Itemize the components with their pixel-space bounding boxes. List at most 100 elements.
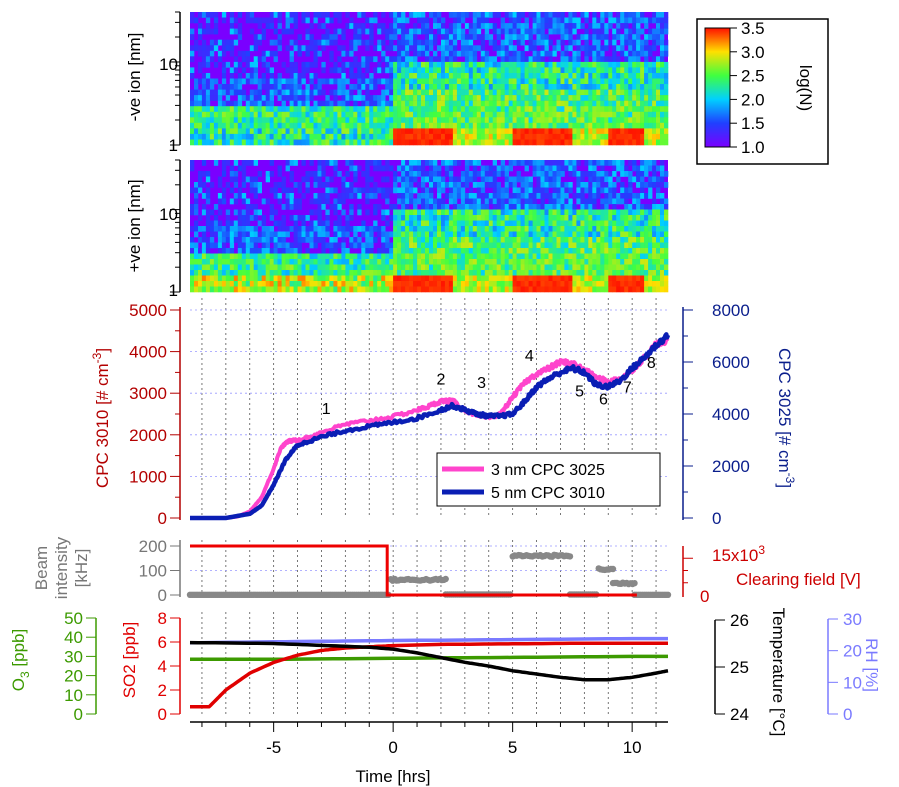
neg-ion-cell <box>337 111 342 118</box>
colorbar-tick-label: 3.5 <box>741 19 765 38</box>
pos-ion-cell <box>524 237 529 243</box>
pos-ion-cell <box>592 264 597 271</box>
neg-ion-cell <box>652 39 657 46</box>
neg-ion-cell <box>221 89 227 96</box>
pos-ion-cell <box>409 237 414 243</box>
pos-ion-cell <box>237 226 243 232</box>
neg-ion-cell <box>456 84 462 90</box>
pos-ion-cell <box>397 286 402 293</box>
pos-ion-cell <box>369 160 374 166</box>
pos-ion-cell <box>600 242 605 249</box>
pos-ion-cell <box>524 281 529 287</box>
neg-ion-cell <box>484 28 490 35</box>
neg-ion-cell <box>448 89 454 96</box>
neg-ion-cell <box>401 100 406 107</box>
cpc-event-label: 6 <box>599 391 608 408</box>
pos-ion-cell <box>233 270 239 276</box>
neg-ion-cell <box>265 100 270 107</box>
pos-ion-cell <box>421 253 426 260</box>
neg-ion-cell <box>564 84 569 90</box>
pos-ion-cell <box>540 259 545 265</box>
neg-ion-cell <box>441 34 446 40</box>
pos-ion-cell <box>393 270 398 276</box>
neg-ion-cell <box>361 12 366 18</box>
neg-ion-cell <box>401 95 406 101</box>
pos-ion-cell <box>389 165 394 172</box>
neg-ion-cell <box>456 23 462 29</box>
pos-ion-cell <box>369 187 374 194</box>
pos-ion-cell <box>321 171 326 177</box>
pos-ion-cell <box>261 242 266 249</box>
neg-ion-cell <box>437 117 442 124</box>
neg-ion-cell <box>504 39 509 46</box>
pos-ion-cell <box>413 270 418 276</box>
pos-ion-cell <box>464 286 470 293</box>
pos-ion-cell <box>620 231 625 238</box>
neg-ion-cell <box>480 50 486 57</box>
neg-ion-cell <box>636 17 641 24</box>
pos-ion-cell <box>492 226 497 232</box>
pos-ion-cell <box>624 209 629 216</box>
pos-ion-cell <box>452 259 458 265</box>
pos-ion-cell <box>265 242 270 249</box>
neg-ion-cell <box>536 95 541 101</box>
pos-ion-cell <box>564 231 569 238</box>
neg-ion-cell <box>361 61 366 68</box>
pos-ion-cell <box>213 160 219 166</box>
neg-ion-cell <box>560 106 565 112</box>
pos-ion-cell <box>572 220 577 227</box>
pos-ion-cell <box>456 237 462 243</box>
pos-ion-cell <box>441 226 446 232</box>
neg-ion-cell <box>520 84 525 90</box>
neg-ion-cell <box>448 84 454 90</box>
pos-ion-cell <box>496 281 501 287</box>
pos-ion-cell <box>648 264 653 271</box>
pos-ion-cell <box>452 187 458 194</box>
neg-ion-cell <box>393 17 398 24</box>
pos-ion-cell <box>592 253 597 260</box>
neg-ion-cell <box>564 95 569 101</box>
pos-ion-cell <box>520 187 525 194</box>
pos-ion-cell <box>464 259 470 265</box>
pos-ion-ylabel: +ve ion [nm] <box>125 179 144 272</box>
pos-ion-cell <box>584 242 589 249</box>
neg-ion-cell <box>389 111 394 118</box>
neg-ion-cell <box>488 133 494 140</box>
neg-ion-cell <box>261 28 266 35</box>
pos-ion-cell <box>313 286 318 293</box>
neg-ion-cell <box>194 100 199 107</box>
neg-ion-cell <box>640 95 645 101</box>
neg-ion-cell <box>285 23 290 29</box>
neg-ion-cell <box>409 128 414 135</box>
neg-ion-cell <box>409 12 414 18</box>
pos-ion-cell <box>524 176 529 183</box>
pos-ion-cell <box>644 165 649 172</box>
neg-ion-cell <box>273 89 278 96</box>
neg-ion-cell <box>245 12 251 18</box>
neg-ion-cell <box>405 78 410 85</box>
neg-ion-cell <box>277 111 282 118</box>
neg-ion-cell <box>556 73 561 79</box>
neg-ion-cell <box>265 61 270 68</box>
pos-ion-cell <box>365 281 370 287</box>
neg-ion-cell <box>341 34 346 40</box>
pos-ion-cell <box>301 253 306 260</box>
neg-ion-cell <box>241 95 247 101</box>
pos-ion-cell <box>596 231 601 238</box>
neg-ion-cell <box>516 122 521 129</box>
neg-ion-cell <box>528 28 533 35</box>
neg-ion-cell <box>397 67 402 74</box>
pos-ion-cell <box>273 187 278 194</box>
pos-ion-cell <box>433 198 438 205</box>
pos-ion-cell <box>217 193 223 199</box>
pos-ion-cell <box>460 171 466 177</box>
neg-ion-cell <box>496 139 501 146</box>
neg-ion-cell <box>480 78 486 85</box>
pos-ion-cell <box>190 253 195 260</box>
neg-ion-cell <box>664 78 669 85</box>
neg-ion-cell <box>417 89 422 96</box>
pos-ion-cell <box>648 220 653 227</box>
neg-ion-cell <box>628 73 633 79</box>
neg-ion-cell <box>285 89 290 96</box>
neg-ion-cell <box>508 122 513 129</box>
